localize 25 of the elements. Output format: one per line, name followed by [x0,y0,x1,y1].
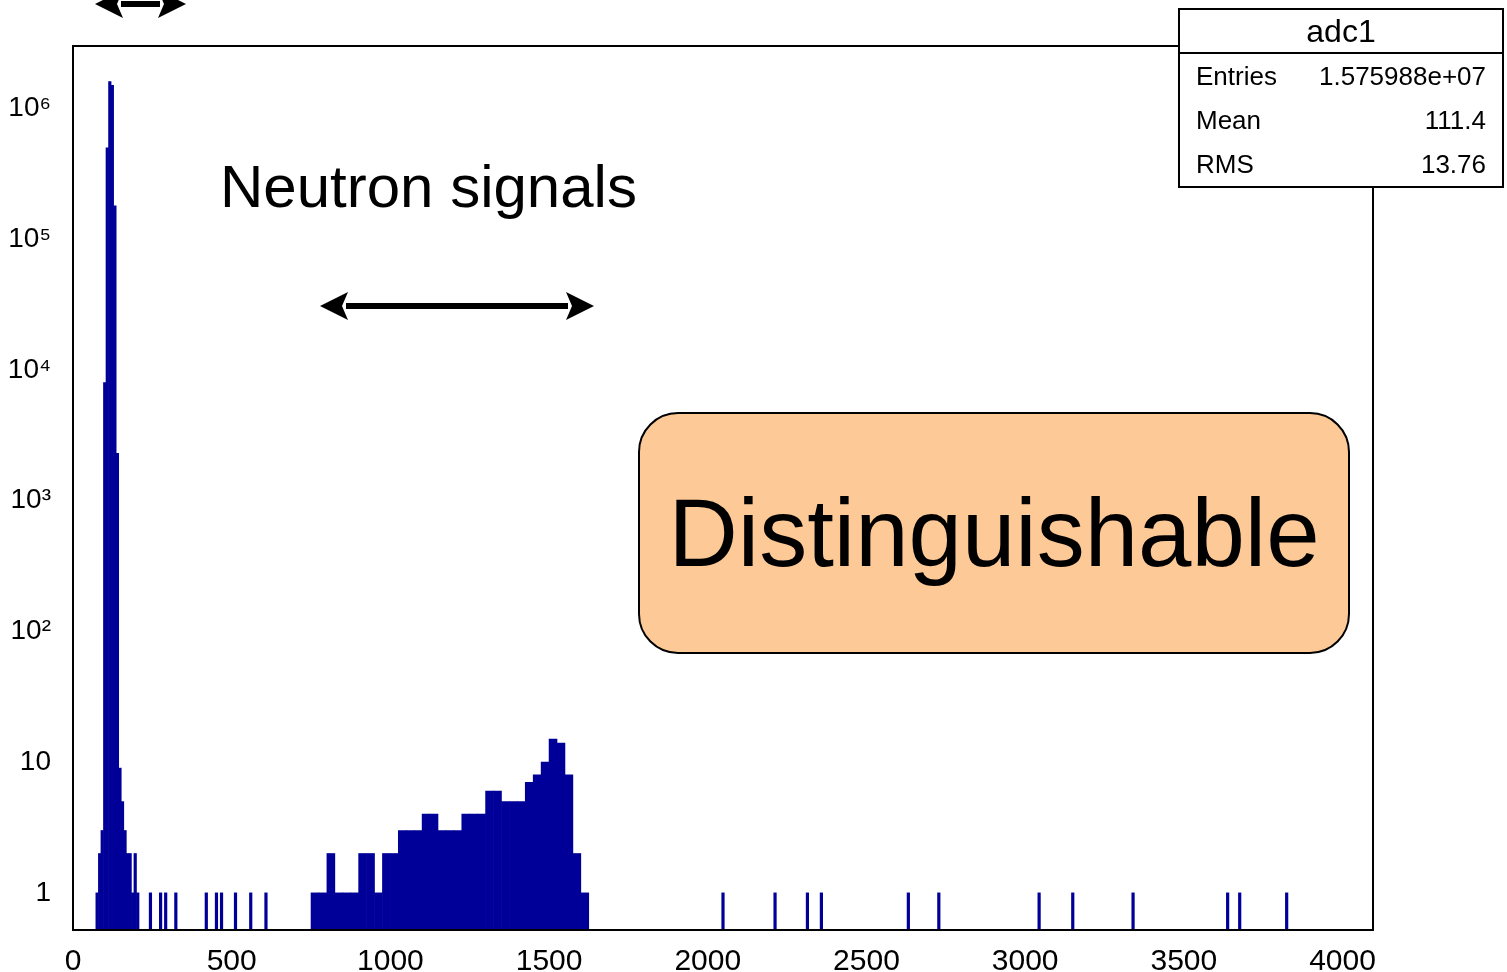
x-tick-label: 0 [64,943,82,972]
y-tick-label: 1 [35,875,51,907]
annotation: Mean [1196,104,1262,136]
x-tick-label: 2000 [674,943,742,972]
x-tick-label: 1000 [357,943,424,972]
text: 13.76 [1420,148,1486,180]
y-tick-label: 10 [19,744,51,776]
x-tick-label: 4000 [1309,943,1376,972]
y-tick-label: 10⁶ [8,91,51,123]
annotation: Entries [1196,60,1277,92]
y-tick-label: 10³ [10,483,51,515]
annotation: 1.575988e+07 [1318,60,1486,92]
y-tick-label: 10⁵ [8,221,51,253]
annotation: RMS [1196,148,1254,180]
x-tick-label: 3500 [1150,943,1218,972]
text: 111.4 [1424,104,1486,136]
x-tick-label: 500 [206,943,257,972]
x-tick-label: 1500 [515,943,583,972]
y-tick-label: 10⁴ [7,352,51,384]
annotation: Neutron signals [220,152,637,221]
y-tick-label: 10² [10,614,51,646]
annotation: Distinguishable [638,412,1350,654]
x-tick-label: 3000 [991,943,1059,972]
annotation: adc1 [1180,10,1502,54]
x-tick-label: 2500 [833,943,900,972]
